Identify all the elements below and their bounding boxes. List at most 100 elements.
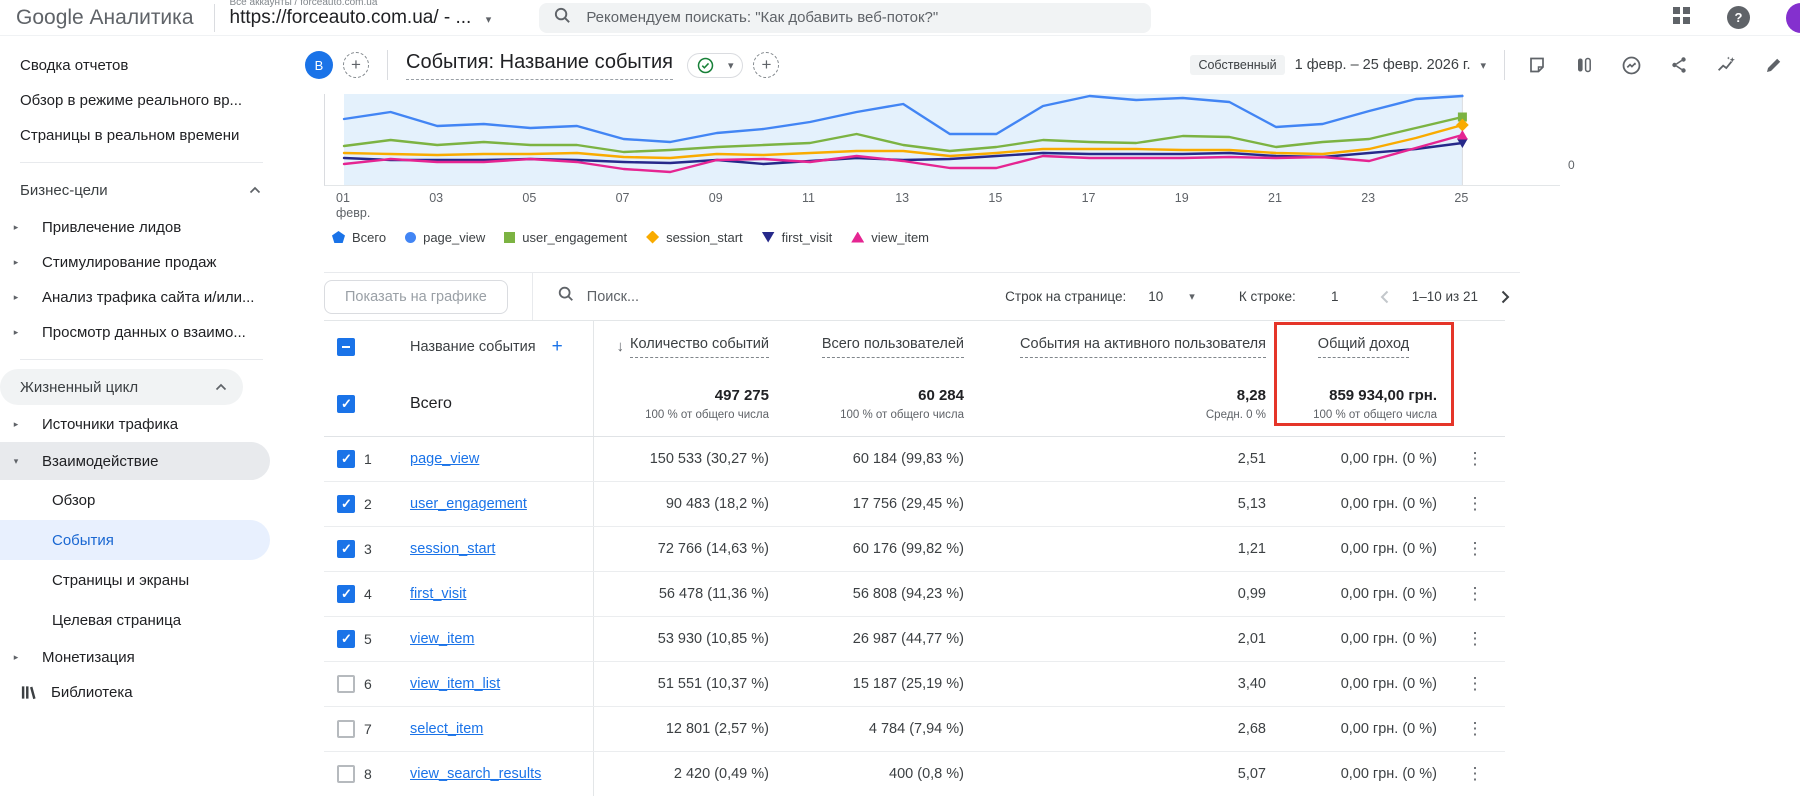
note-icon[interactable] <box>1527 55 1547 75</box>
apps-grid-icon[interactable] <box>1672 6 1691 30</box>
go-to-row-input[interactable]: 1 <box>1330 289 1339 304</box>
row-checkbox[interactable] <box>337 395 355 413</box>
event-name-link[interactable]: view_item <box>410 631 475 647</box>
table-row[interactable]: 8 view_search_results 2 420 (0,49 %) 400… <box>324 751 1505 796</box>
prev-page-icon[interactable] <box>1376 288 1394 306</box>
date-range[interactable]: 1 февр. – 25 февр. 2026 г. <box>1294 57 1471 73</box>
chart-plot-area[interactable] <box>324 94 1560 186</box>
sidebar-item-traffic-analysis[interactable]: ▸ Анализ трафика сайта и/или... <box>0 280 283 315</box>
sidebar-item-engagement-data[interactable]: ▸ Просмотр данных о взаимо... <box>0 315 283 350</box>
event-users: 400 (0,8 %) <box>889 766 964 782</box>
sidebar-item-realtime-overview[interactable]: Обзор в режиме реального вр... <box>20 92 243 109</box>
search-input[interactable] <box>586 9 1127 26</box>
table-row[interactable]: 2 user_engagement 90 483 (18,2 %) 17 756… <box>324 481 1505 526</box>
table-row[interactable]: 3 session_start 72 766 (14,63 %) 60 176 … <box>324 526 1505 571</box>
select-all-checkbox[interactable] <box>337 337 355 356</box>
row-menu-icon[interactable]: ⋮ <box>1466 494 1484 513</box>
row-checkbox[interactable] <box>337 450 355 468</box>
report-status-badge[interactable]: ▾ <box>686 52 744 78</box>
sidebar-item-events[interactable]: События <box>0 520 270 560</box>
row-checkbox[interactable] <box>337 630 355 648</box>
add-comparison-icon[interactable]: + <box>343 52 369 78</box>
rows-per-page-value[interactable]: 10 <box>1148 289 1164 304</box>
sidebar-item-drive-sales[interactable]: ▸ Стимулирование продаж <box>0 245 283 280</box>
sidebar-section-business-goals[interactable]: Бизнес-цели <box>0 172 283 208</box>
table-totals-row: Всего 497 275 100 % от общего числа 60 2… <box>324 372 1505 436</box>
page-title[interactable]: События: Название события <box>406 51 673 80</box>
event-name-link[interactable]: user_engagement <box>410 496 527 512</box>
event-name-link[interactable]: session_start <box>410 541 496 557</box>
row-menu-icon[interactable]: ⋮ <box>1466 764 1484 783</box>
table-search-input[interactable] <box>586 288 807 305</box>
column-header-event-count[interactable]: Количество событий <box>630 336 769 358</box>
sidebar-section-life-cycle[interactable]: Жизненный цикл <box>0 369 243 405</box>
event-name-link[interactable]: select_item <box>410 721 484 737</box>
column-header-total-users[interactable]: Всего пользователей <box>821 336 964 358</box>
row-menu-icon[interactable]: ⋮ <box>1466 629 1484 648</box>
table-row[interactable]: 4 first_visit 56 478 (11,36 %) 56 808 (9… <box>324 571 1505 616</box>
row-checkbox[interactable] <box>337 495 355 513</box>
right-axis-tick: 0 <box>1568 158 1575 172</box>
chevron-down-icon[interactable]: ▾ <box>1189 291 1195 303</box>
event-name-link[interactable]: page_view <box>410 451 480 467</box>
table-row[interactable]: 5 view_item 53 930 (10,85 %) 26 987 (44,… <box>324 616 1505 661</box>
row-menu-icon[interactable]: ⋮ <box>1466 674 1484 693</box>
row-menu-icon[interactable]: ⋮ <box>1466 584 1484 603</box>
show-on-chart-button[interactable]: Показать на графике <box>324 279 508 314</box>
account-switcher[interactable]: Все аккаунты / forceauto.com.ua https://… <box>230 0 492 29</box>
sidebar-item-engagement[interactable]: ▾ Взаимодействие <box>0 442 270 480</box>
row-menu-icon[interactable]: ⋮ <box>1466 449 1484 468</box>
column-header-event-name[interactable]: Название события <box>410 338 536 355</box>
expand-arrow-icon: ▸ <box>13 652 19 662</box>
table-row[interactable]: 6 view_item_list 51 551 (10,37 %) 15 187… <box>324 661 1505 706</box>
compare-icon[interactable] <box>1574 55 1594 75</box>
sidebar-item-landing-page[interactable]: Целевая страница <box>52 611 182 629</box>
explore-icon[interactable] <box>1716 55 1737 76</box>
sidebar-item-engagement-overview[interactable]: Обзор <box>52 491 96 509</box>
event-name-link[interactable]: view_item_list <box>410 676 501 692</box>
search-icon <box>553 6 572 30</box>
totals-per-user-sub: Средн. 0 % <box>1205 409 1266 421</box>
sidebar-item-pages-screens[interactable]: Страницы и экраны <box>52 571 190 589</box>
collapse-arrow-icon: ▾ <box>13 455 19 466</box>
next-page-icon[interactable] <box>1496 288 1514 306</box>
sidebar-item-monetization[interactable]: ▸ Монетизация <box>0 640 283 675</box>
sidebar-item-acquisition[interactable]: ▸ Источники трафика <box>0 407 283 442</box>
event-revenue: 0,00 грн. (0 %) <box>1340 631 1437 647</box>
insights-icon[interactable] <box>1621 55 1642 76</box>
header-divider <box>387 50 388 80</box>
add-metric-icon[interactable]: + <box>753 52 780 78</box>
library-icon <box>20 684 37 701</box>
sidebar-item-realtime-pages[interactable]: Страницы в реальном времени <box>20 127 240 144</box>
row-index: 8 <box>364 766 372 782</box>
row-checkbox[interactable] <box>337 675 355 693</box>
row-index: 7 <box>364 721 372 737</box>
event-name-link[interactable]: first_visit <box>410 586 467 602</box>
sort-desc-icon: ↓ <box>616 338 625 355</box>
global-search[interactable] <box>539 2 1152 33</box>
event-name-link[interactable]: view_search_results <box>410 766 542 782</box>
sidebar-item-lead-generation[interactable]: ▸ Привлечение лидов <box>0 210 283 245</box>
table-row[interactable]: 7 select_item 12 801 (2,57 %) 4 784 (7,9… <box>324 706 1505 751</box>
row-checkbox[interactable] <box>337 585 355 603</box>
events-table: Название события + ↓ Количество событий … <box>324 320 1505 796</box>
row-checkbox[interactable] <box>337 765 355 783</box>
column-header-total-revenue[interactable]: Общий доход <box>1317 336 1410 358</box>
event-count: 51 551 (10,37 %) <box>657 676 769 692</box>
segment-chip[interactable]: В <box>305 51 333 79</box>
row-menu-icon[interactable]: ⋮ <box>1466 719 1484 738</box>
row-checkbox[interactable] <box>337 540 355 558</box>
edit-icon[interactable] <box>1764 55 1784 75</box>
table-search[interactable] <box>557 285 807 308</box>
share-icon[interactable] <box>1669 55 1689 75</box>
column-header-events-per-user[interactable]: События на активного пользователя <box>1020 336 1266 358</box>
avatar[interactable] <box>1786 2 1800 33</box>
row-menu-icon[interactable]: ⋮ <box>1466 539 1484 558</box>
row-checkbox[interactable] <box>337 720 355 738</box>
table-row[interactable]: 1 page_view 150 533 (30,27 %) 60 184 (99… <box>324 436 1505 481</box>
sidebar-item-reports-snapshot[interactable]: Сводка отчетов <box>20 57 129 74</box>
event-revenue: 0,00 грн. (0 %) <box>1340 766 1437 782</box>
sidebar-item-library[interactable]: Библиотека <box>0 675 283 710</box>
help-icon[interactable]: ? <box>1727 6 1750 29</box>
add-column-icon[interactable]: + <box>551 335 563 357</box>
